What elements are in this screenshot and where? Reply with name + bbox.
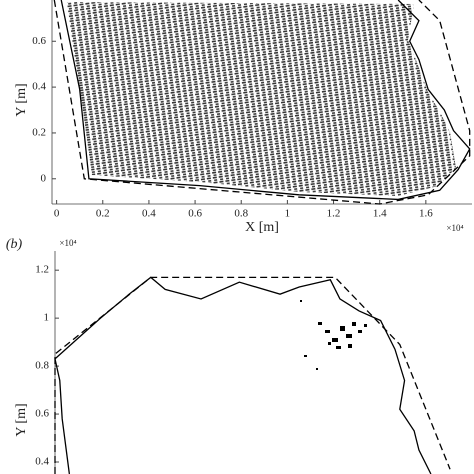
x-tick-label: 0.8 bbox=[234, 208, 248, 220]
x-multiplier: ×10⁴ bbox=[446, 223, 463, 233]
boundary-line bbox=[54, 276, 432, 474]
hull-line bbox=[54, 276, 451, 474]
x-tick-label: 1 bbox=[285, 208, 291, 220]
y-axis-label: Y [m] bbox=[14, 403, 29, 436]
y-tick-label: 1 bbox=[44, 312, 50, 324]
x-tick-label: 1.2 bbox=[327, 208, 341, 220]
x-tick-label: 0.2 bbox=[96, 208, 110, 220]
boundary-line bbox=[60, 0, 471, 201]
x-tick-label: 0.4 bbox=[142, 208, 156, 220]
x-axis-label: X [m] bbox=[245, 220, 279, 235]
y-tick-label: 0 bbox=[41, 172, 47, 184]
y-tick-label: 0.4 bbox=[35, 456, 49, 468]
x-tick-label: 1.4 bbox=[373, 208, 387, 220]
y-tick-label: 0.6 bbox=[35, 408, 49, 420]
y-tick-label: 0.2 bbox=[32, 126, 46, 138]
hull-line bbox=[53, 0, 471, 205]
y-tick-label: 0.8 bbox=[35, 360, 49, 372]
building-footprints bbox=[66, 2, 456, 196]
x-tick-label: 0.6 bbox=[188, 208, 202, 220]
x-tick-label: 0 bbox=[54, 208, 60, 220]
y-tick-label: 0.6 bbox=[32, 35, 46, 47]
x-tick-label: 1.6 bbox=[419, 208, 433, 220]
y-tick-label: 0.4 bbox=[32, 81, 46, 93]
y-tick-label: 1.2 bbox=[35, 264, 49, 276]
y-axis-label: Y [m] bbox=[14, 83, 29, 116]
building-cluster bbox=[300, 300, 367, 370]
y-multiplier: ×10⁴ bbox=[59, 238, 76, 248]
panel-label: (b) bbox=[6, 237, 23, 252]
